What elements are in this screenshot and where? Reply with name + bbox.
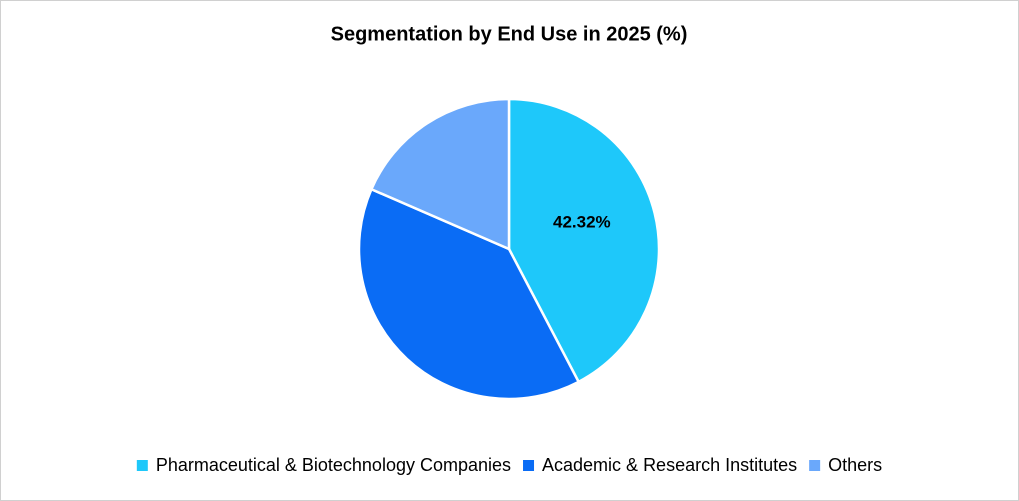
legend: Pharmaceutical & Biotechnology Companies… — [136, 455, 882, 475]
legend-label: Others — [828, 455, 882, 475]
chart-title: Segmentation by End Use in 2025 (%) — [331, 23, 688, 45]
pie-slice — [507, 97, 661, 384]
data-label: 42.32% — [553, 213, 611, 232]
pie-slice — [369, 97, 511, 251]
legend-swatch — [136, 460, 148, 471]
legend-label: Academic & Research Institutes — [542, 455, 797, 475]
legend-swatch — [523, 460, 535, 471]
legend-label: Pharmaceutical & Biotechnology Companies — [156, 455, 511, 475]
legend-swatch — [809, 460, 821, 471]
pie-slice — [357, 187, 581, 401]
